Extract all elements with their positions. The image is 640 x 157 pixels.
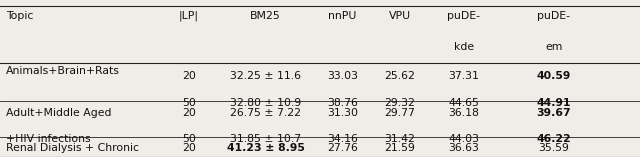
Text: 36.18: 36.18	[449, 108, 479, 118]
Text: 26.75 ± 7.22: 26.75 ± 7.22	[230, 108, 301, 118]
Text: 29.32: 29.32	[385, 98, 415, 108]
Text: 27.76: 27.76	[327, 143, 358, 153]
Text: 20: 20	[182, 71, 196, 81]
Text: BM25: BM25	[250, 11, 281, 21]
Text: 41.23 ± 8.95: 41.23 ± 8.95	[227, 143, 305, 153]
Text: |LP|: |LP|	[179, 11, 199, 22]
Text: kde: kde	[454, 42, 474, 52]
Text: 20: 20	[182, 108, 196, 118]
Text: nnPU: nnPU	[328, 11, 356, 21]
Text: 40.59: 40.59	[536, 71, 571, 81]
Text: em: em	[545, 42, 563, 52]
Text: 44.03: 44.03	[449, 134, 479, 144]
Text: 32.80 ± 10.9: 32.80 ± 10.9	[230, 98, 301, 108]
Text: Renal Dialysis + Chronic: Renal Dialysis + Chronic	[6, 143, 140, 153]
Text: Topic: Topic	[6, 11, 34, 21]
Text: Adult+Middle Aged: Adult+Middle Aged	[6, 108, 112, 118]
Text: 31.42: 31.42	[385, 134, 415, 144]
Text: 50: 50	[182, 98, 196, 108]
Text: 33.03: 33.03	[327, 71, 358, 81]
Text: 46.22: 46.22	[536, 134, 571, 144]
Text: puDE-: puDE-	[447, 11, 481, 21]
Text: 38.76: 38.76	[327, 98, 358, 108]
Text: 44.91: 44.91	[536, 98, 571, 108]
Text: 36.63: 36.63	[449, 143, 479, 153]
Text: 31.85 ± 10.7: 31.85 ± 10.7	[230, 134, 301, 144]
Text: 29.77: 29.77	[385, 108, 415, 118]
Text: 20: 20	[182, 143, 196, 153]
Text: 21.59: 21.59	[385, 143, 415, 153]
Text: puDE-: puDE-	[537, 11, 570, 21]
Text: +HIV infections: +HIV infections	[6, 134, 91, 144]
Text: 37.31: 37.31	[449, 71, 479, 81]
Text: Animals+Brain+Rats: Animals+Brain+Rats	[6, 66, 120, 76]
Text: 35.59: 35.59	[538, 143, 569, 153]
Text: 50: 50	[182, 134, 196, 144]
Text: 44.65: 44.65	[449, 98, 479, 108]
Text: 25.62: 25.62	[385, 71, 415, 81]
Text: 32.25 ± 11.6: 32.25 ± 11.6	[230, 71, 301, 81]
Text: VPU: VPU	[389, 11, 411, 21]
Text: 31.30: 31.30	[327, 108, 358, 118]
Text: 34.16: 34.16	[327, 134, 358, 144]
Text: 39.67: 39.67	[536, 108, 571, 118]
